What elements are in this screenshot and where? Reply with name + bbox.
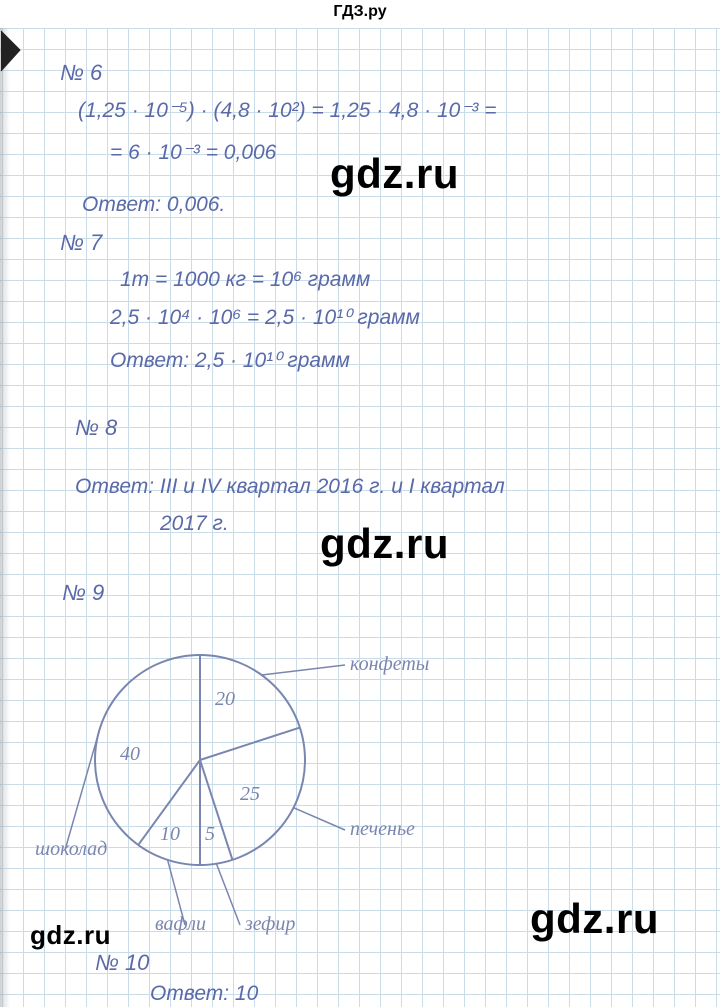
- pie-slice-value: 20: [215, 688, 235, 710]
- pie-slice-label: печенье: [350, 818, 415, 840]
- pie-slice-label: вафли: [155, 913, 206, 935]
- pie-slice-value: 10: [160, 823, 180, 845]
- pie-slice-value: 25: [240, 783, 260, 805]
- pie-slice-value: 40: [120, 743, 140, 765]
- pie-callout-line: [216, 864, 240, 925]
- pie-slice-label: конфеты: [350, 653, 429, 675]
- pie-callout-line: [294, 808, 345, 830]
- pie-slice-label: зефир: [244, 913, 295, 935]
- watermark: gdz.ru: [320, 520, 449, 568]
- pie-slice-value: 5: [205, 823, 215, 845]
- problem-10-title: № 10: [95, 950, 149, 976]
- pie-slice-label: шоколад: [35, 838, 107, 860]
- pie-callout-line: [262, 665, 345, 675]
- pie-callout-line: [65, 728, 100, 850]
- watermark: gdz.ru: [30, 920, 111, 951]
- problem-10-answer: Ответ: 10: [150, 982, 258, 1006]
- pie-divider: [200, 728, 300, 760]
- watermark: gdz.ru: [330, 150, 459, 198]
- watermark: gdz.ru: [530, 895, 659, 943]
